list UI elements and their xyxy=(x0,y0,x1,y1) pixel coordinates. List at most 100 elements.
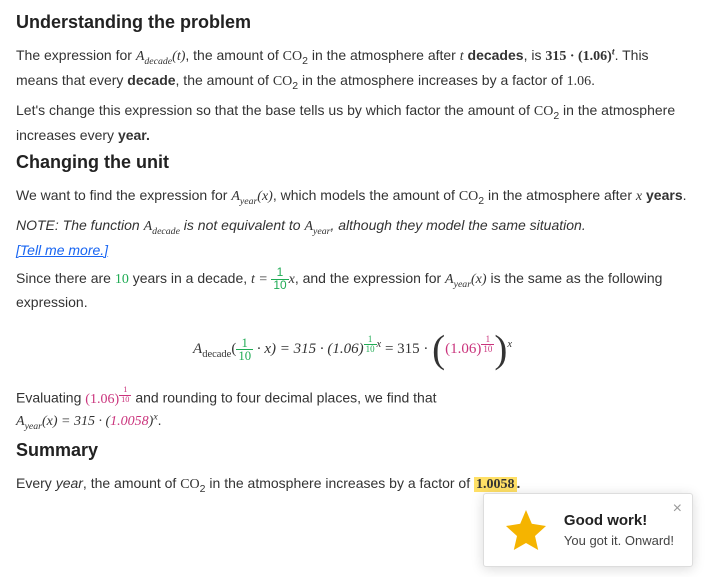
a-decade: Adecade xyxy=(144,219,180,234)
text: is not equivalent to xyxy=(180,217,305,233)
A: A xyxy=(193,341,202,357)
toast-text: Good work! You got it. Onward! xyxy=(564,512,674,548)
sub: decade xyxy=(152,226,180,237)
toast-title: Good work! xyxy=(564,512,674,529)
text: and rounding to four decimal places, we … xyxy=(131,390,436,406)
co2: CO2 xyxy=(180,477,205,492)
co2: CO2 xyxy=(534,104,559,119)
equation-block: Adecade(110 · x) = 315 · (1.06)110x = 31… xyxy=(16,327,689,372)
a: A xyxy=(304,219,313,234)
a: A xyxy=(144,219,153,234)
eq: t = xyxy=(251,272,271,287)
text: The expression for xyxy=(16,47,136,63)
expr: 315 · (1.06)t xyxy=(545,49,614,64)
paren: (x) xyxy=(257,189,273,204)
A: A xyxy=(16,414,25,429)
co: CO xyxy=(273,74,292,89)
text: We want to find the expression for xyxy=(16,187,231,203)
co2: CO2 xyxy=(459,189,484,204)
sub: year xyxy=(313,226,330,237)
text: , although they model the same situation… xyxy=(330,217,585,233)
text: . xyxy=(158,412,162,428)
result: Ayear(x) = 315 · (1.0058)x xyxy=(16,414,158,429)
big-open: ( xyxy=(432,328,445,371)
a-year: Ayear xyxy=(304,219,330,234)
base: (1.06) xyxy=(85,392,119,407)
text: , the amount of xyxy=(185,47,282,63)
heading-changing: Changing the unit xyxy=(16,152,689,173)
fracexp2: 110 xyxy=(481,335,494,354)
text: NOTE: The function xyxy=(16,217,144,233)
text: , is xyxy=(524,47,546,63)
co: CO xyxy=(180,477,199,492)
a-year: Ayear(x) xyxy=(445,272,487,287)
close-icon[interactable]: × xyxy=(673,500,682,518)
heading-understanding: Understanding the problem xyxy=(16,12,689,33)
den: 10 xyxy=(271,280,288,292)
final-val: 1.0058 xyxy=(474,477,517,492)
text: in the atmosphere after xyxy=(484,187,636,203)
paragraph-2: Let's change this expression so that the… xyxy=(16,100,689,146)
years: years xyxy=(642,187,682,203)
lesson-content: Understanding the problem The expression… xyxy=(0,0,705,512)
text: Since there are xyxy=(16,270,115,286)
feedback-toast: Good work! You got it. Onward! × xyxy=(483,493,693,567)
pink-base: (1.06)110 xyxy=(445,341,494,357)
fracexp: 110 xyxy=(364,335,377,354)
sub: year xyxy=(25,421,42,432)
note-paragraph: NOTE: The function Adecade is not equiva… xyxy=(16,215,689,260)
co2: CO2 xyxy=(283,49,308,64)
frac-1-10: 110 xyxy=(271,267,288,292)
text: . xyxy=(517,475,521,491)
text: . xyxy=(683,187,687,203)
text: Let's change this expression so that the… xyxy=(16,102,534,118)
big-close: ) xyxy=(494,328,507,371)
text: in the atmosphere after xyxy=(308,47,460,63)
decades: decades xyxy=(464,47,524,63)
star-icon xyxy=(502,506,550,554)
d: 10 xyxy=(481,345,494,354)
d: 10 xyxy=(119,396,131,404)
exp1: 110x xyxy=(364,339,382,350)
factor: 1.06 xyxy=(567,74,592,89)
text: , and the expression for xyxy=(295,270,445,286)
text: in the atmosphere increases by a factor … xyxy=(298,72,566,88)
tell-me-more-link[interactable]: [Tell me more.] xyxy=(16,242,108,258)
base: 315 · (1.06) xyxy=(545,49,612,64)
text: , which models the amount of xyxy=(273,187,459,203)
co: CO xyxy=(283,49,302,64)
n: 1 xyxy=(236,337,253,351)
a: A xyxy=(445,272,454,287)
paragraph-4: Since there are 10 years in a decade, t … xyxy=(16,267,689,314)
sub: year xyxy=(454,279,471,290)
text: Evaluating xyxy=(16,390,85,406)
val: 1.0058 xyxy=(110,414,149,429)
mid: = 315 · xyxy=(381,341,432,357)
text: , the amount of xyxy=(176,72,273,88)
base: (1.06) xyxy=(445,341,481,357)
eq: (x) = 315 · ( xyxy=(42,414,110,429)
d: 10 xyxy=(364,345,377,354)
heading-summary: Summary xyxy=(16,440,689,461)
text: , the amount of xyxy=(83,475,180,491)
year-word: year. xyxy=(118,127,150,143)
sub: decade xyxy=(202,349,231,360)
rest: · x) = 315 · (1.06) xyxy=(253,341,364,357)
frac: 110 xyxy=(119,386,131,404)
sub: year xyxy=(240,195,257,206)
sub: decade xyxy=(144,56,172,67)
a-year: Ayear(x) xyxy=(231,189,273,204)
exp-x-outer: x xyxy=(507,339,512,350)
ten: 10 xyxy=(115,272,129,287)
decade-word: decade xyxy=(127,72,175,88)
exp: 110 xyxy=(119,389,131,400)
text: years in a decade, xyxy=(129,270,251,286)
paragraph-1: The expression for Adecade(t), the amoun… xyxy=(16,45,689,94)
co2-b: CO2 xyxy=(273,74,298,89)
paren: (x) xyxy=(471,272,487,287)
exp2: 110 xyxy=(481,339,494,350)
text: . xyxy=(591,72,595,88)
text: in the atmosphere increases by a factor … xyxy=(206,475,474,491)
year: year xyxy=(56,475,83,491)
a: A xyxy=(231,189,240,204)
